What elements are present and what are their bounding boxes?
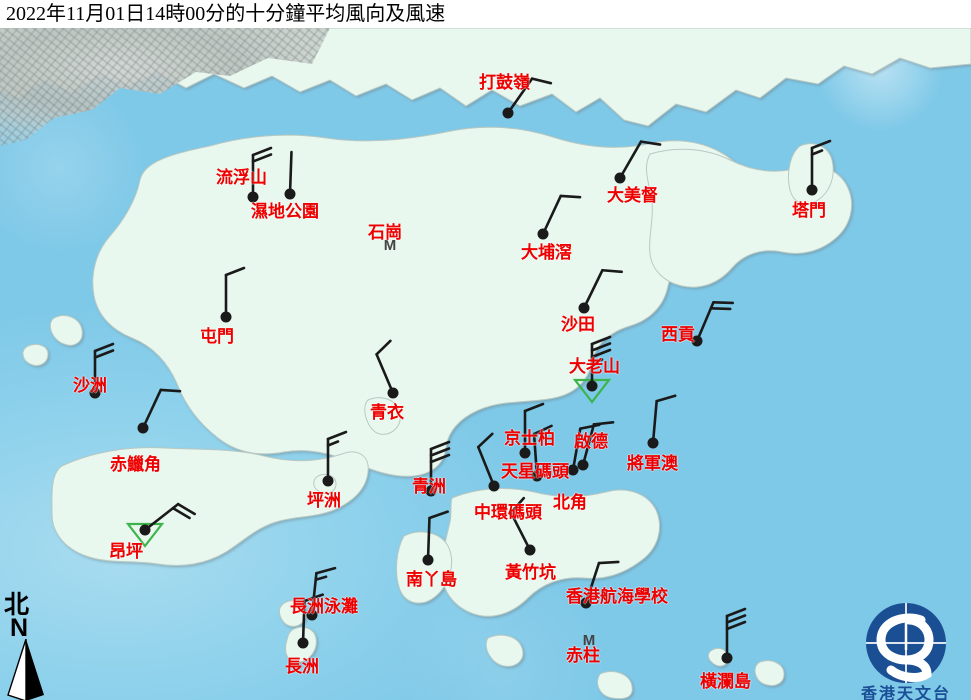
station-dot bbox=[524, 544, 536, 556]
station-dot bbox=[220, 311, 232, 323]
station-label: 黃竹坑 bbox=[505, 563, 556, 582]
hko-name-cn: 香港天文台 bbox=[860, 686, 951, 700]
station-dot bbox=[502, 107, 514, 119]
station-dot bbox=[306, 609, 318, 621]
station-dot bbox=[519, 447, 531, 459]
station-dot bbox=[806, 184, 818, 196]
station-dot bbox=[322, 475, 334, 487]
station-label: 坪洲 bbox=[307, 491, 341, 510]
station-label: 大美督 bbox=[607, 186, 658, 205]
station-dot bbox=[586, 380, 598, 392]
station-label: 啟德 bbox=[574, 432, 608, 451]
map-canvas: 打鼓嶺 流浮山 濕地公園 石崗 M 大美督 大埔滘 塔門 屯門 沙田 西貢 大老山 沙洲 赤鱲角 青衣 昂坪坪… bbox=[0, 28, 971, 700]
station-dot bbox=[614, 172, 626, 184]
station-dot bbox=[647, 437, 659, 449]
title-bar: 2022年11月01日14時00分的十分鐘平均風向及風速 bbox=[0, 0, 971, 28]
station-label: 長洲 bbox=[285, 657, 319, 676]
station-label: 天星碼頭 bbox=[501, 462, 569, 481]
station-dot bbox=[297, 637, 309, 649]
station-label: 沙田 bbox=[561, 315, 595, 334]
station-label: 赤柱 bbox=[566, 646, 600, 665]
station-dot bbox=[721, 652, 733, 664]
station-dot bbox=[578, 302, 590, 314]
station-dot bbox=[567, 464, 579, 476]
station-dot bbox=[531, 470, 543, 482]
north-label-en: N bbox=[10, 614, 29, 642]
station-label: 打鼓嶺 bbox=[479, 73, 530, 92]
station-dot bbox=[537, 228, 549, 240]
station-label: 塔門 bbox=[792, 201, 826, 220]
station-label: 大埔滘 bbox=[521, 243, 572, 262]
station-label: 京士柏 bbox=[504, 429, 555, 448]
station-dot bbox=[422, 554, 434, 566]
station-label: 濕地公園 bbox=[251, 202, 319, 221]
station-label: 北角 bbox=[553, 493, 587, 512]
station-dot bbox=[247, 191, 259, 203]
station-dot bbox=[89, 387, 101, 399]
station-label: 赤鱲角 bbox=[110, 455, 161, 474]
north-arrow: 北 N bbox=[4, 592, 64, 700]
station-missing-marker: M bbox=[582, 632, 596, 649]
station-label: 中環碼頭 bbox=[474, 503, 542, 522]
station-dot bbox=[691, 335, 703, 347]
station-label: 橫瀾島 bbox=[700, 672, 751, 691]
station-dot bbox=[425, 485, 437, 497]
compass-needle-icon bbox=[7, 639, 44, 700]
station-label: 青衣 bbox=[370, 403, 404, 422]
station-dot bbox=[580, 597, 592, 609]
station-label: 流浮山 bbox=[216, 168, 267, 187]
landmass-layer bbox=[0, 28, 971, 700]
station-label: 西貢 bbox=[661, 325, 695, 344]
station-dot bbox=[139, 524, 151, 536]
station-dot bbox=[387, 387, 399, 399]
page-title: 2022年11月01日14時00分的十分鐘平均風向及風速 bbox=[6, 3, 446, 25]
station-label: 昂坪 bbox=[109, 542, 143, 561]
station-label: 屯門 bbox=[200, 327, 234, 346]
station-missing-marker: M bbox=[383, 237, 397, 254]
station-label: 大老山 bbox=[569, 357, 620, 376]
station-label: 南丫島 bbox=[406, 570, 457, 589]
station-dot bbox=[577, 459, 589, 471]
station-label: 青洲 bbox=[412, 477, 446, 496]
north-label-cn: 北 bbox=[4, 592, 30, 619]
hko-logo: 香港天文台 HONG KONG OBSERVATORY bbox=[843, 600, 969, 700]
station-label: 石崗 bbox=[368, 223, 402, 242]
station-dot bbox=[284, 188, 296, 200]
station-dot bbox=[488, 480, 500, 492]
station-label: 將軍澳 bbox=[627, 454, 678, 473]
station-label: 沙洲 bbox=[73, 376, 107, 395]
station-label: 長洲泳灘 bbox=[290, 597, 358, 616]
station-dot bbox=[137, 422, 149, 434]
station-label: 香港航海學校 bbox=[566, 587, 668, 606]
hko-emblem-icon bbox=[866, 603, 946, 683]
